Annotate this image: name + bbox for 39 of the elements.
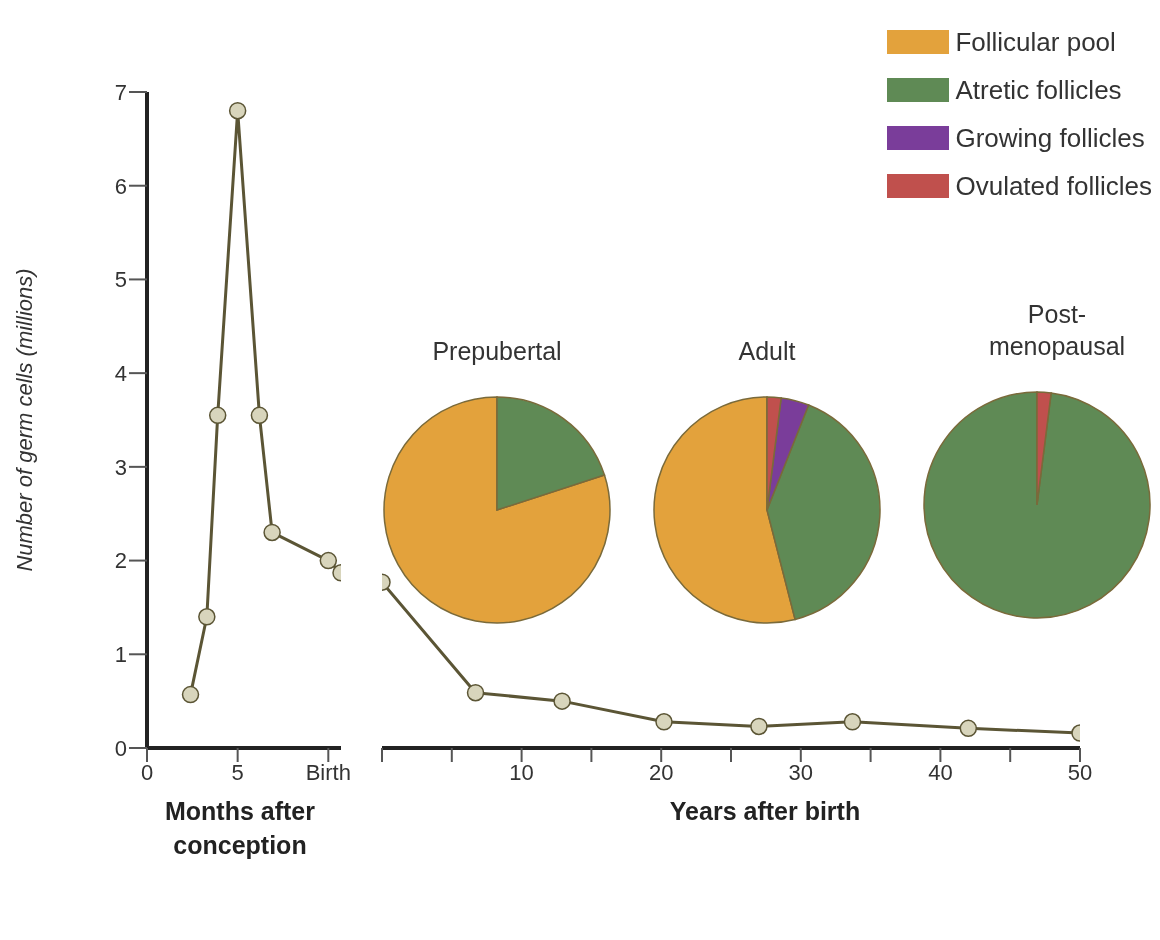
legend-label: Ovulated follicles [955, 170, 1152, 202]
slice-label: Post- menopausal [987, 299, 1127, 362]
point [750, 717, 768, 736]
x-tick-label: 50 [1067, 759, 1093, 785]
slice-label: Adult [737, 336, 797, 367]
point [843, 713, 862, 731]
point [959, 719, 978, 738]
y-tick-label: 6 [114, 173, 127, 199]
legend-label: Atretic follicles [955, 74, 1122, 106]
x-axis-title: Months after conception [164, 796, 316, 861]
slice-label: Prepubertal [431, 336, 563, 367]
y-tick-label: 0 [114, 735, 127, 761]
x-tick-label: 5 [231, 759, 244, 785]
x-tick-label: 10 [509, 759, 534, 785]
point [208, 406, 227, 425]
x-tick-label: 0 [140, 759, 154, 785]
point [250, 406, 269, 425]
y-tick-label: 4 [114, 360, 127, 386]
y-tick-label: 3 [114, 454, 127, 480]
point [198, 608, 216, 626]
point [655, 713, 673, 731]
point [181, 685, 200, 704]
y-tick-label: 2 [114, 548, 127, 574]
x-axis-title: Years after birth [668, 796, 862, 827]
point [263, 523, 281, 542]
point [228, 101, 247, 120]
x-tick-label: 20 [648, 759, 674, 785]
point [466, 683, 485, 702]
legend-label: Growing follicles [955, 122, 1145, 154]
x-tick-label: Birth [305, 759, 351, 785]
x-tick-label: 30 [788, 759, 814, 785]
x-tick-label: 40 [928, 759, 953, 785]
point [319, 551, 338, 570]
legend-label: Follicular pool [955, 26, 1116, 58]
y-tick-label: 7 [114, 79, 127, 105]
y-tick-label: 1 [114, 642, 127, 668]
point [553, 692, 571, 710]
y-tick-label: 5 [114, 267, 127, 293]
y-axis-title: Number of germ cells (millions) [12, 268, 37, 572]
